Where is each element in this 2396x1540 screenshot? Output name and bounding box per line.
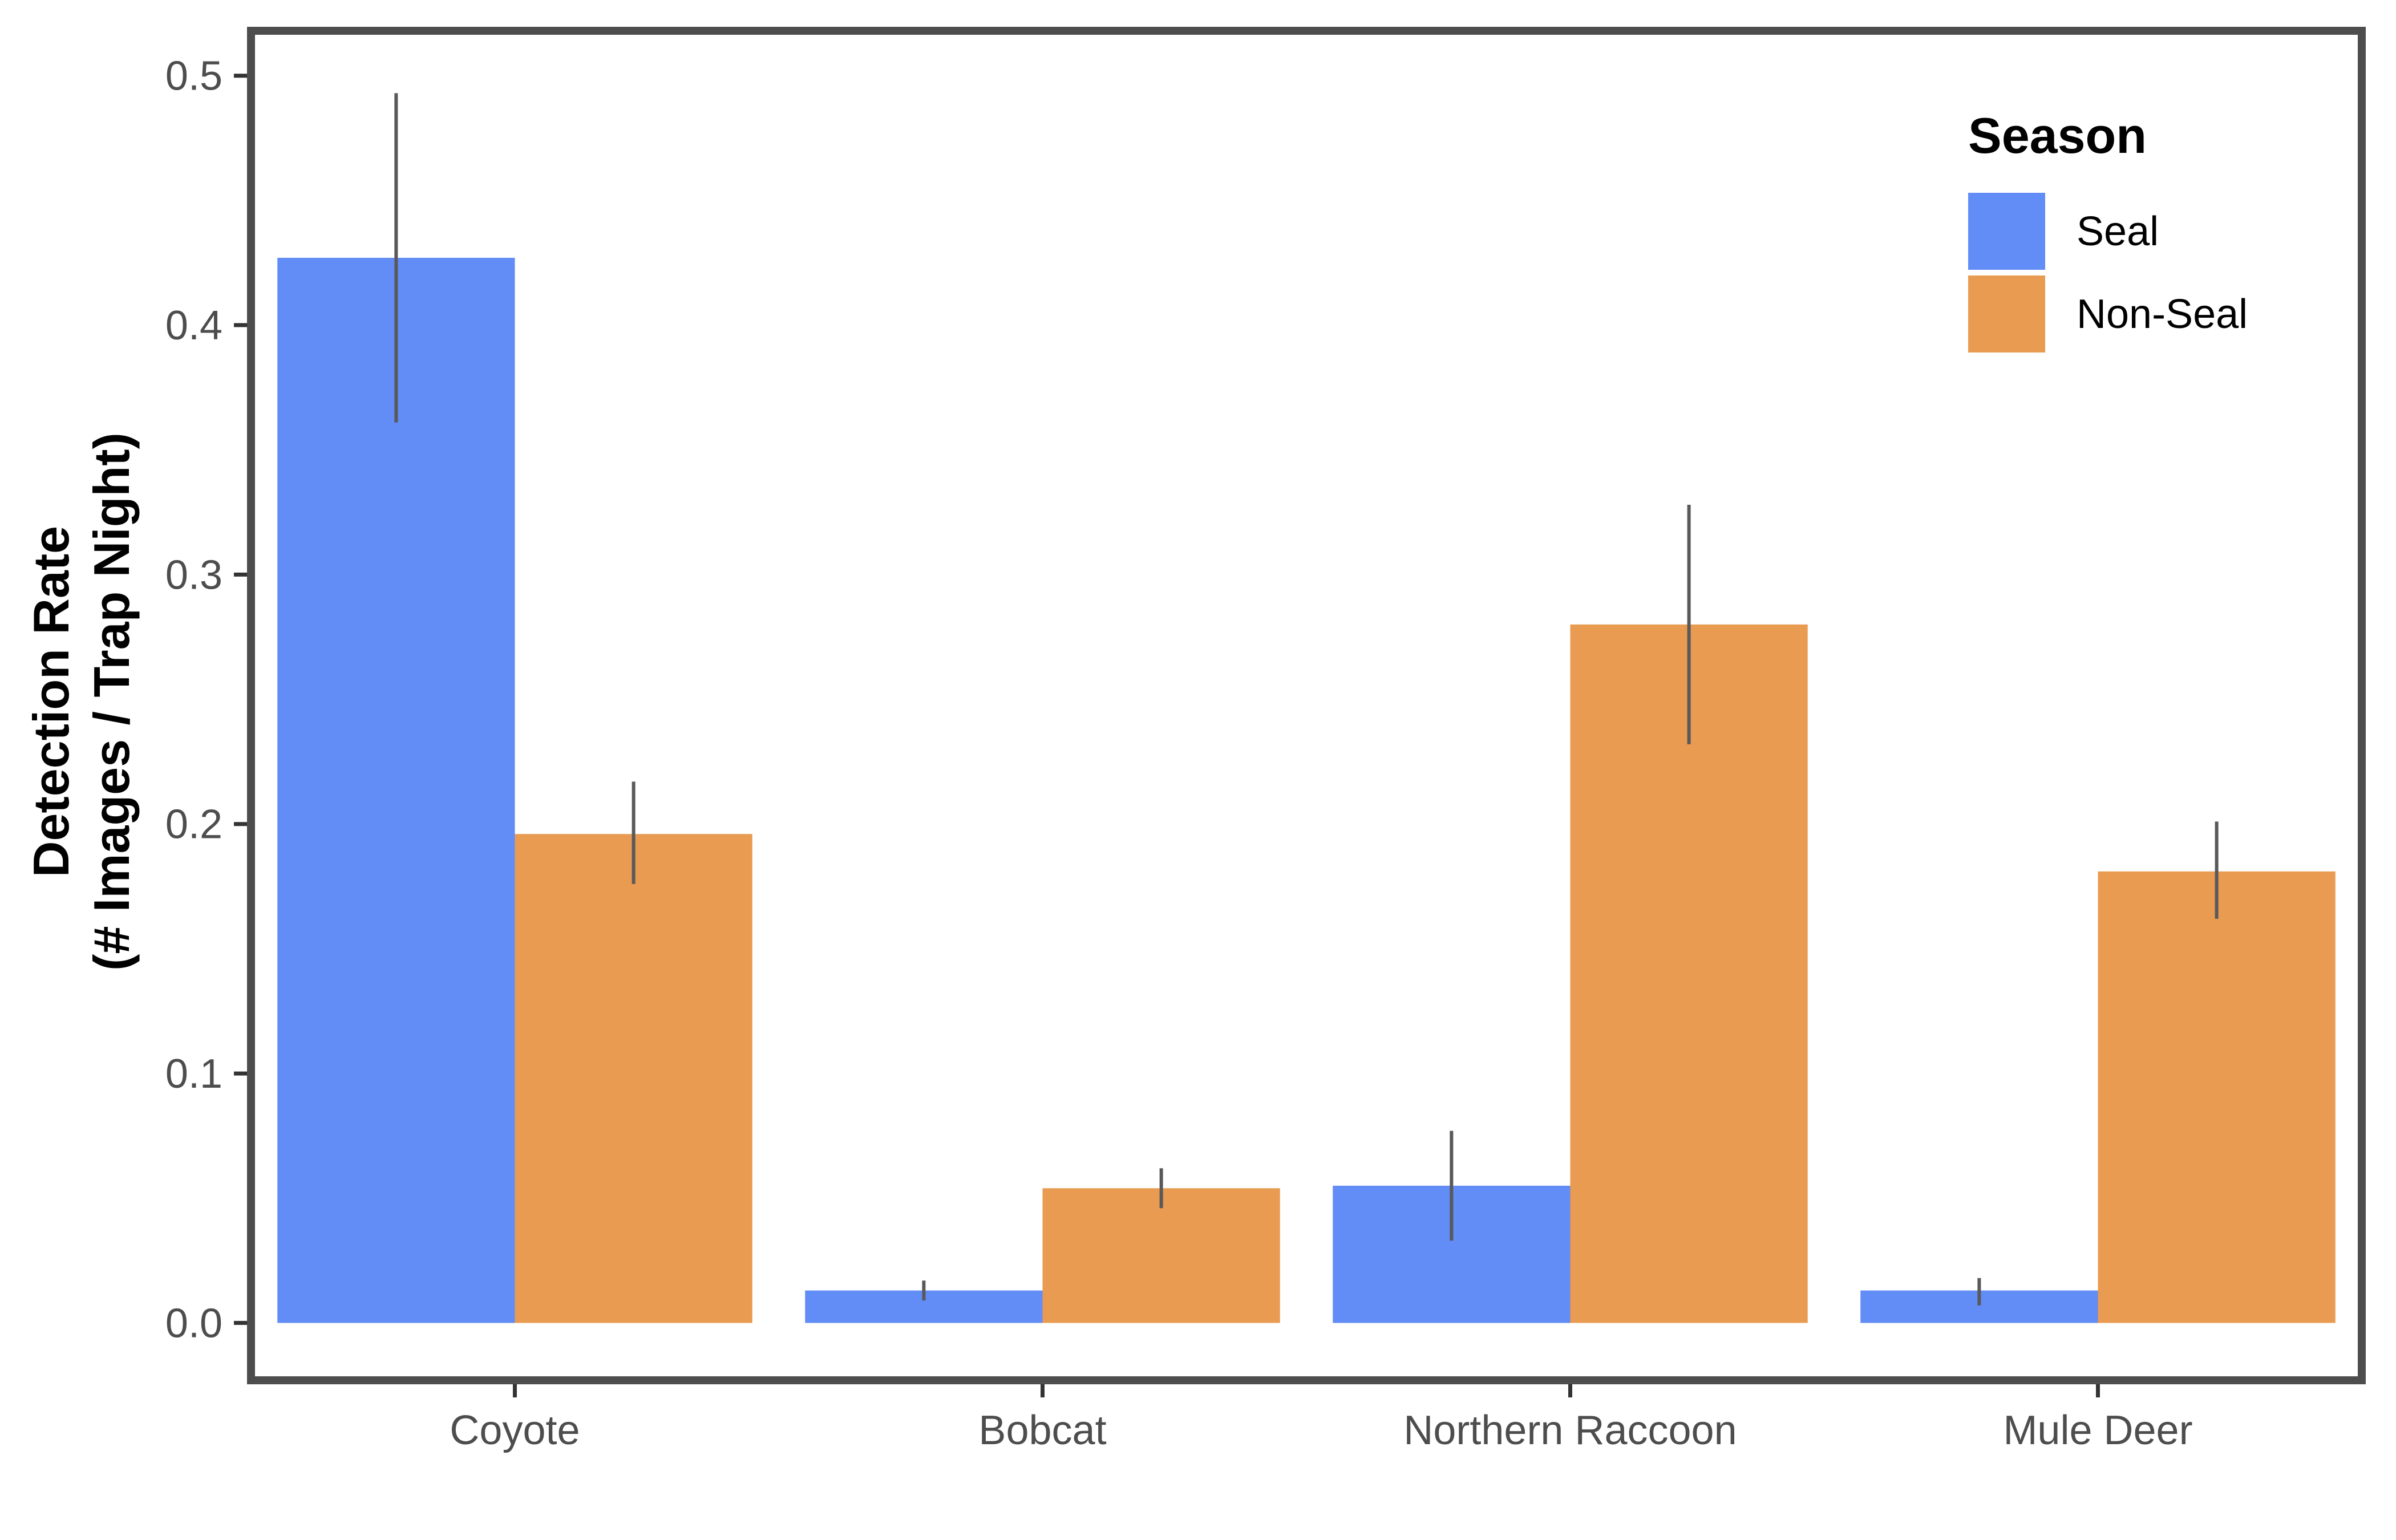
y-tick-label: 0.1: [165, 1051, 222, 1097]
y-tick-label: 0.4: [165, 303, 222, 348]
bars-layer: [277, 257, 2336, 1323]
bar-non-seal-bobcat: [1042, 1188, 1280, 1323]
legend-key-non-seal: [1968, 275, 2045, 352]
x-tick-label: Northern Raccoon: [1403, 1408, 1737, 1453]
y-tick-label: 0.2: [165, 802, 222, 848]
legend-key-seal: [1968, 193, 2045, 270]
legend-label-seal: Seal: [2077, 209, 2159, 254]
y-axis-title-line-2: (# Images / Trap Night): [83, 432, 140, 971]
bar-non-seal-mule-deer: [2098, 871, 2336, 1323]
x-tick-label: Coyote: [450, 1408, 580, 1453]
x-tick-label: Bobcat: [978, 1408, 1106, 1453]
y-tick-label: 0.3: [165, 552, 222, 598]
bar-non-seal-coyote: [515, 834, 752, 1323]
y-tick-label: 0.5: [165, 54, 222, 99]
legend: Season Seal Non-Seal: [1968, 107, 2248, 352]
legend-title: Season: [1968, 107, 2147, 164]
x-axis: Coyote Bobcat Northern Raccoon Mule Deer: [450, 1384, 2193, 1453]
plot-panel-border: [247, 27, 2366, 1384]
y-axis-title-line-1: Detection Rate: [23, 526, 79, 877]
y-axis: 0.0 0.1 0.2 0.3 0.4 0.5: [165, 54, 247, 1346]
bar-seal-coyote: [277, 257, 515, 1323]
error-bars-layer: [394, 93, 2219, 1306]
y-tick-label: 0.0: [165, 1300, 222, 1346]
legend-label-non-seal: Non-Seal: [2077, 291, 2248, 337]
x-tick-label: Mule Deer: [2003, 1408, 2192, 1453]
